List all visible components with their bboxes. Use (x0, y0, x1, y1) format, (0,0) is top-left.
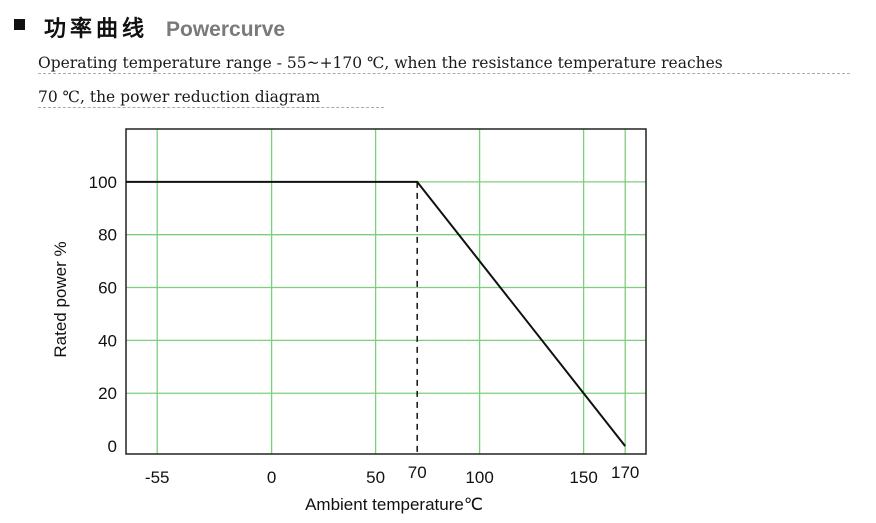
y-tick-label: 0 (108, 437, 117, 456)
y-tick-label: 60 (98, 279, 117, 298)
y-tick-label: 40 (98, 331, 117, 350)
title-bullet-icon (14, 19, 25, 30)
y-tick-label: 20 (98, 384, 117, 403)
y-axis-label: Rated power % (51, 241, 70, 357)
x-tick-label: 100 (465, 468, 493, 487)
y-tick-label: 80 (98, 226, 117, 245)
description-line-2: 70 ℃, the power reduction diagram (38, 88, 384, 108)
x-tick-label: 70 (408, 463, 427, 482)
x-tick-label: 50 (366, 468, 385, 487)
title-chinese: 功率曲线 (44, 17, 149, 42)
plot-frame (125, 128, 647, 455)
x-tick-label: 150 (569, 468, 597, 487)
y-tick-label: 100 (89, 173, 117, 192)
tick-labels: -55 0 50 70 100 150 170 0 20 40 60 80 100 (89, 173, 640, 487)
section-title: 功率曲线 Powercurve (44, 11, 286, 42)
x-tick-label: 170 (611, 463, 639, 482)
title-english: Powercurve (166, 18, 286, 41)
x-axis-label: Ambient temperature℃ (305, 495, 483, 514)
x-tick-label: -55 (145, 468, 170, 487)
power-curve-line (126, 180, 626, 447)
x-tick-label: 0 (267, 468, 276, 487)
grid-lines (126, 129, 646, 454)
description-line-1: Operating temperature range - 55~+170 ℃,… (38, 54, 850, 74)
